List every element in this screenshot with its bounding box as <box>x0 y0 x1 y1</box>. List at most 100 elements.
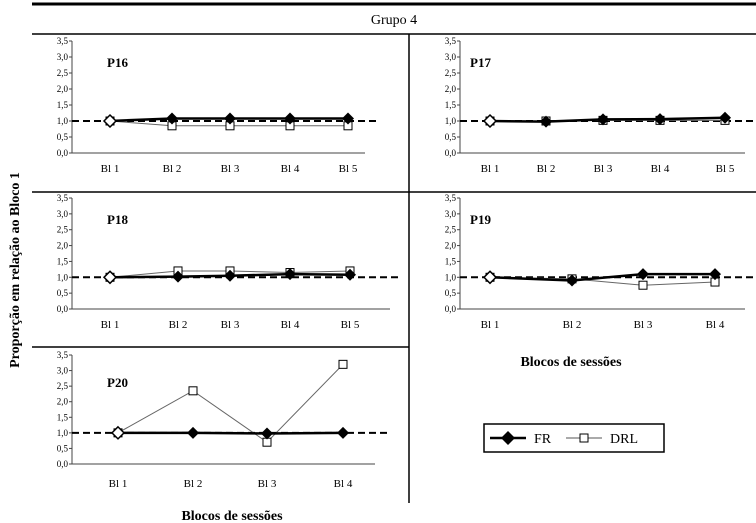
y-tick-label: 1,0 <box>57 272 69 282</box>
y-tick-label: 1,5 <box>445 100 457 110</box>
y-tick-label: 2,0 <box>57 241 69 251</box>
y-tick-label: 0,0 <box>57 148 69 158</box>
x-tick-label: Bl 4 <box>334 478 353 490</box>
fr-point <box>166 112 178 125</box>
y-tick-label: 0,0 <box>445 148 457 158</box>
fr-point <box>709 268 721 281</box>
x-tick-label: Bl 2 <box>169 319 188 331</box>
y-tick-label: 0,5 <box>445 132 457 142</box>
drl-point <box>638 280 648 290</box>
drl-series-line <box>117 363 344 443</box>
x-tick-label: Bl 5 <box>341 319 360 331</box>
y-tick-label: 3,5 <box>57 36 69 46</box>
y-tick-label: 0,0 <box>57 459 69 469</box>
panel-title: P19 <box>470 212 491 227</box>
legend-drl-marker <box>579 433 589 443</box>
fr-point <box>637 268 649 281</box>
fr-point <box>482 270 498 285</box>
fr-point <box>261 427 273 440</box>
legend-fr-label: FR <box>534 432 552 447</box>
y-tick-label: 1,5 <box>445 256 457 266</box>
y-tick-label: 3,5 <box>57 350 69 360</box>
drl-point <box>338 359 348 369</box>
drl-point <box>188 386 198 396</box>
y-tick-label: 3,0 <box>445 52 457 62</box>
y-tick-label: 2,5 <box>445 225 457 235</box>
fr-point <box>344 268 356 281</box>
group-title: Grupo 4 <box>371 13 417 28</box>
panel-p19: 0,0 0,5 1,0 1,5 2,0 2,5 3,0 3,5 Bl 1 Bl 2 Bl 3 Bl 4… <box>445 193 756 331</box>
y-tick-label: 2,5 <box>57 381 69 391</box>
y-tick-label: 1,0 <box>57 428 69 438</box>
fr-point <box>284 112 296 125</box>
fr-point <box>540 115 552 128</box>
x-tick-label: Bl 3 <box>594 163 613 175</box>
x-tick-label: Bl 4 <box>281 163 300 175</box>
panel-p17: 0,0 0,5 1,0 1,5 2,0 2,5 3,0 3,5 Bl 1 Bl 2 Bl 3 Bl 4… <box>445 36 756 175</box>
legend-fr-marker <box>501 431 515 445</box>
fr-point <box>110 425 126 440</box>
panel-p20: 0,0 0,5 1,0 1,5 2,0 2,5 3,0 3,5 Bl 1 Bl 2 Bl 3 Bl 4… <box>57 350 387 490</box>
panel-title: P18 <box>107 212 128 227</box>
x-axis-title-left: Blocos de sessões <box>181 509 283 523</box>
y-tick-label: 3,5 <box>445 193 457 203</box>
fr-point <box>224 269 236 282</box>
panel-p16: 0,0 0,5 1,0 1,5 2,0 2,5 3,0 3,5 Bl 1 Bl 2 Bl 3 Bl 4… <box>57 36 377 175</box>
fr-point <box>719 111 731 124</box>
x-tick-label: Bl 4 <box>706 319 725 331</box>
x-tick-label: Bl 4 <box>281 319 300 331</box>
y-tick-label: 2,0 <box>445 241 457 251</box>
fr-point <box>597 113 609 126</box>
fr-series-line <box>118 431 344 435</box>
y-tick-label: 2,5 <box>57 68 69 78</box>
fr-point <box>284 268 296 281</box>
x-tick-label: Bl 5 <box>339 163 358 175</box>
x-tick-label: Bl 4 <box>651 163 670 175</box>
panel-title: P20 <box>107 375 128 390</box>
fr-point <box>566 274 578 287</box>
chart-panels: 0,0 0,5 1,0 1,5 2,0 2,5 3,0 3,5 Bl 1 Bl 2 Bl 3 Bl 4… <box>57 36 756 490</box>
x-tick-label: Bl 2 <box>563 319 582 331</box>
fr-point <box>337 426 349 439</box>
fr-series-line <box>489 272 715 282</box>
y-tick-label: 2,5 <box>445 68 457 78</box>
y-tick-label: 0,5 <box>57 132 69 142</box>
y-tick-label: 2,0 <box>57 84 69 94</box>
y-tick-label: 3,5 <box>445 36 457 46</box>
fr-point <box>654 113 666 126</box>
y-tick-label: 1,0 <box>57 116 69 126</box>
fr-point <box>102 113 118 129</box>
y-tick-label: 0,0 <box>57 304 69 314</box>
x-tick-label: Bl 2 <box>163 163 182 175</box>
x-tick-label: Bl 1 <box>101 163 120 175</box>
fr-point <box>102 270 118 285</box>
x-tick-label: Bl 3 <box>221 163 240 175</box>
panel-title: P17 <box>470 55 491 70</box>
y-tick-label: 3,0 <box>57 209 69 219</box>
y-tick-label: 1,0 <box>445 272 457 282</box>
panel-p18: 0,0 0,5 1,0 1,5 2,0 2,5 3,0 3,5 Bl 1 Bl 2 Bl 3 Bl 4… <box>57 193 402 331</box>
legend-drl-label: DRL <box>610 432 638 447</box>
y-axis-title: Proporção em relação ao Bloco 1 <box>8 172 23 368</box>
x-tick-label: Bl 1 <box>481 163 500 175</box>
y-tick-label: 0,5 <box>57 288 69 298</box>
y-tick-label: 3,0 <box>57 52 69 62</box>
x-tick-label: Bl 2 <box>184 478 203 490</box>
y-tick-label: 3,0 <box>445 209 457 219</box>
fr-point <box>224 112 236 125</box>
y-tick-label: 0,5 <box>445 288 457 298</box>
x-tick-label: Bl 5 <box>716 163 735 175</box>
y-tick-label: 3,0 <box>57 366 69 376</box>
fr-point <box>187 426 199 439</box>
x-tick-label: Bl 3 <box>221 319 240 331</box>
y-tick-label: 2,5 <box>57 225 69 235</box>
y-tick-label: 1,5 <box>57 100 69 110</box>
legend: FR DRL <box>483 423 665 453</box>
x-axis-title-right: Blocos de sessões <box>520 355 622 370</box>
x-tick-label: Bl 2 <box>537 163 556 175</box>
y-tick-label: 0,0 <box>445 304 457 314</box>
y-tick-label: 2,0 <box>445 84 457 94</box>
y-tick-label: 0,5 <box>57 443 69 453</box>
y-tick-label: 1,5 <box>57 412 69 422</box>
